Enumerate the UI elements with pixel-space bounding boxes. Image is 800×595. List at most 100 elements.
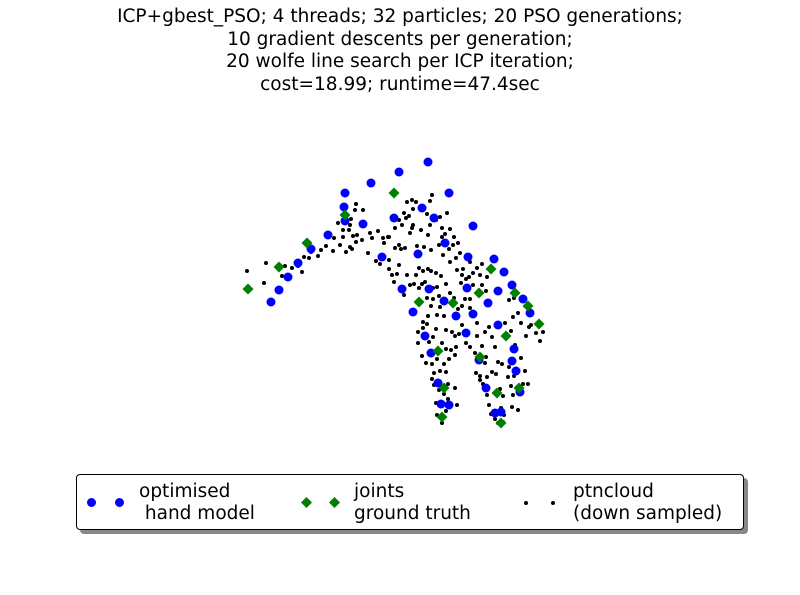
hand-model-point bbox=[463, 252, 473, 262]
ptncloud-point bbox=[484, 355, 488, 359]
title-line-2: 10 gradient descents per generation; bbox=[227, 28, 573, 50]
ptncloud-point bbox=[421, 320, 425, 324]
ptncloud-point bbox=[439, 274, 443, 278]
ptncloud-point bbox=[341, 228, 345, 232]
ptncloud-point bbox=[381, 236, 385, 240]
ptncloud-point bbox=[475, 334, 479, 338]
hand-model-point bbox=[489, 254, 499, 264]
hand-model-point bbox=[499, 267, 509, 277]
ptncloud-point bbox=[478, 273, 482, 277]
ptncloud-point bbox=[503, 321, 507, 325]
joint-marker bbox=[473, 287, 485, 299]
ptncloud-point bbox=[490, 370, 494, 374]
ptncloud-point bbox=[519, 321, 523, 325]
legend-marker-point-left bbox=[524, 501, 528, 505]
ptncloud-point bbox=[402, 211, 406, 215]
ptncloud-point bbox=[478, 378, 482, 382]
legend-label-line1: joints bbox=[354, 481, 405, 502]
ptncloud-point bbox=[302, 255, 306, 259]
hand-model-point bbox=[358, 219, 368, 229]
ptncloud-point bbox=[468, 297, 472, 301]
ptncloud-point bbox=[332, 236, 336, 240]
joint-marker bbox=[301, 237, 313, 249]
ptncloud-point bbox=[419, 228, 423, 232]
ptncloud-point bbox=[387, 267, 391, 271]
hand-model-point bbox=[340, 216, 350, 226]
legend-label-line1: optimised bbox=[139, 481, 231, 502]
ptncloud-point bbox=[480, 262, 484, 266]
ptncloud-point bbox=[417, 266, 421, 270]
hand-model-point bbox=[468, 221, 478, 231]
legend-marker-diamond-left bbox=[301, 497, 312, 508]
joint-marker bbox=[485, 263, 497, 275]
ptncloud-point bbox=[307, 256, 311, 260]
hand-model-point bbox=[274, 285, 284, 295]
ptncloud-point bbox=[354, 240, 358, 244]
ptncloud-point bbox=[444, 347, 448, 351]
joint-marker bbox=[491, 387, 503, 399]
ptncloud-point bbox=[529, 323, 533, 327]
ptncloud-point bbox=[354, 202, 358, 206]
ptncloud-point bbox=[440, 341, 444, 345]
joint-marker bbox=[513, 382, 525, 394]
joint-marker bbox=[495, 417, 507, 429]
hand-model-point bbox=[481, 383, 491, 393]
ptncloud-point bbox=[435, 313, 439, 317]
ptncloud-point bbox=[397, 263, 401, 267]
ptncloud-point bbox=[443, 232, 447, 236]
ptncloud-point bbox=[461, 267, 465, 271]
ptncloud-point bbox=[338, 243, 342, 247]
ptncloud-point bbox=[425, 322, 429, 326]
legend-label-line2: (down sampled) bbox=[573, 502, 723, 524]
ptncloud-point bbox=[444, 370, 448, 374]
ptncloud-point bbox=[507, 298, 511, 302]
ptncloud-point bbox=[374, 259, 378, 263]
ptncloud-point bbox=[245, 269, 249, 273]
legend-marker-circle-left bbox=[87, 498, 96, 507]
ptncloud-point bbox=[541, 330, 545, 334]
ptncloud-point bbox=[382, 241, 386, 245]
ptncloud-point bbox=[280, 274, 284, 278]
ptncloud-point bbox=[300, 270, 304, 274]
legend-marker-point-right bbox=[551, 501, 555, 505]
ptncloud-point bbox=[467, 275, 471, 279]
ptncloud-point bbox=[361, 208, 365, 212]
ptncloud-point bbox=[414, 273, 418, 277]
ptncloud-point bbox=[264, 261, 268, 265]
ptncloud-point bbox=[426, 233, 430, 237]
ptncloud-point bbox=[430, 362, 434, 366]
ptncloud-point bbox=[331, 249, 335, 253]
ptncloud-point bbox=[447, 247, 451, 251]
ptncloud-point bbox=[511, 315, 515, 319]
legend-label-ptncloud: ptncloud (down sampled) bbox=[573, 481, 722, 524]
ptncloud-point bbox=[414, 200, 418, 204]
ptncloud-point bbox=[387, 258, 391, 262]
ptncloud-point bbox=[521, 382, 525, 386]
ptncloud-point bbox=[411, 207, 415, 211]
title-line-4: cost=18.99; runtime=47.4sec bbox=[260, 73, 540, 95]
ptncloud-point bbox=[480, 283, 484, 287]
joint-marker bbox=[438, 382, 450, 394]
ptncloud-point bbox=[429, 269, 433, 273]
ptncloud-point bbox=[404, 216, 408, 220]
legend-marker-diamond-right bbox=[329, 497, 340, 508]
ptncloud-point bbox=[402, 293, 406, 297]
hand-model-point bbox=[293, 258, 303, 268]
hand-model-point bbox=[444, 188, 454, 198]
ptncloud-point bbox=[448, 260, 452, 264]
ptncloud-point bbox=[370, 236, 374, 240]
ptncloud-point bbox=[434, 271, 438, 275]
hand-model-point bbox=[429, 213, 439, 223]
ptncloud-point bbox=[420, 354, 424, 358]
hand-model-point bbox=[518, 294, 528, 304]
ptncloud-point bbox=[290, 266, 294, 270]
ptncloud-point bbox=[407, 214, 411, 218]
legend-label-joints: joints ground truth bbox=[354, 481, 471, 524]
legend-label-line1: ptncloud bbox=[573, 481, 654, 502]
ptncloud-point bbox=[410, 198, 414, 202]
ptncloud-point bbox=[534, 331, 538, 335]
ptncloud-point bbox=[453, 386, 457, 390]
ptncloud-point bbox=[454, 256, 458, 260]
title-line-3: 20 wolfe line search per ICP iteration; bbox=[226, 51, 574, 72]
ptncloud-point bbox=[468, 306, 472, 310]
